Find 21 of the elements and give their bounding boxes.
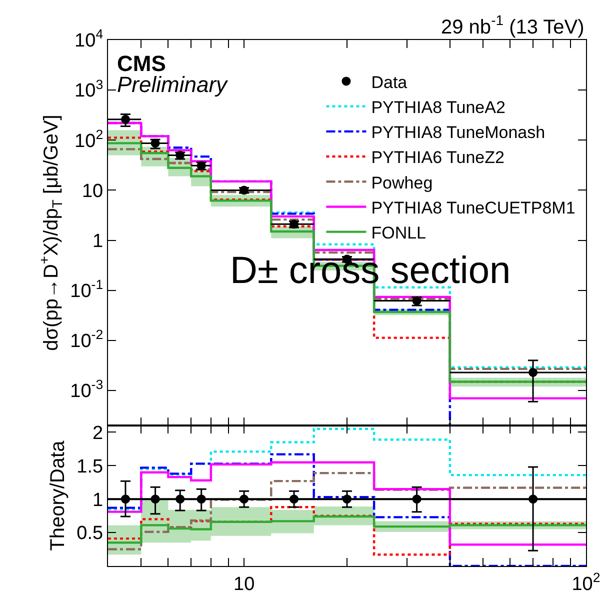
y-tick-label: 1 [92,490,104,511]
legend-label: PYTHIA6 TuneZ2 [371,148,504,168]
legend-label: PYTHIA8 TuneCUETP8M1 [371,198,576,218]
legend-label: FONLL [371,223,426,242]
y-tick-label: 0.5 [76,523,104,544]
y-tick-label: 2 [92,422,104,444]
legend-label: Data [371,72,408,92]
y-tick-label: 10$^{-1}$ [70,277,104,302]
text: 29 nb$^{-1}$ (13 TeV) [441,12,584,38]
y-tick-label: 10$^{-2}$ [70,327,104,352]
y-tick-label: 10$^{2}$ [74,126,104,152]
legend-label: PYTHIA8 TuneMonash [371,123,546,142]
y-tick-label: 10$^{-3}$ [70,377,104,402]
y-tick-label: 10 [82,180,104,202]
y-tick-label: 10$^{3}$ [74,76,104,102]
y-axis-title: Theory/Data [47,440,70,551]
y-tick-label: 1.5 [76,456,104,478]
legend-label: Powheg [371,173,433,192]
y-tick-label: 10$^{4}$ [74,26,104,52]
y-tick-label: 1 [92,230,104,252]
legend-label: PYTHIA8 TuneA2 [371,98,506,117]
